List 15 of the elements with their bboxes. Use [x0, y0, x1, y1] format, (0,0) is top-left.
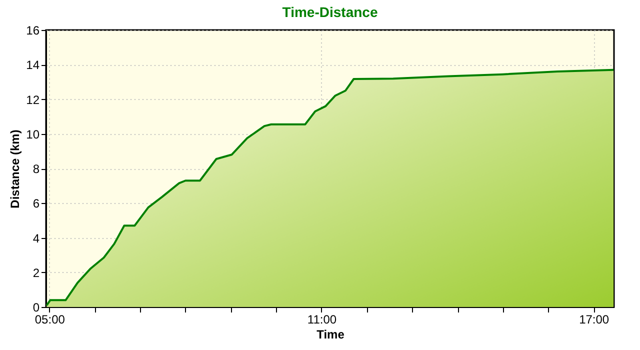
- y-axis-title: Distance (km): [8, 130, 22, 208]
- y-tick-label: 10: [26, 127, 40, 142]
- y-tick-label: 0: [32, 300, 40, 314]
- x-tick-label: 17:00: [579, 312, 610, 326]
- y-tick-label: 8: [32, 162, 40, 176]
- x-tick-label: 05:00: [34, 312, 66, 326]
- x-axis-title: Time: [316, 328, 345, 342]
- y-tick-label: 6: [32, 196, 40, 211]
- x-tick-label: 11:00: [307, 312, 337, 326]
- y-tick-label: 12: [26, 92, 40, 107]
- y-tick-label: 4: [32, 231, 40, 246]
- y-tick-label: 14: [26, 58, 40, 72]
- chart-title: Time-Distance: [282, 4, 378, 20]
- y-tick-label: 2: [32, 266, 40, 280]
- y-tick-label: 16: [26, 24, 40, 38]
